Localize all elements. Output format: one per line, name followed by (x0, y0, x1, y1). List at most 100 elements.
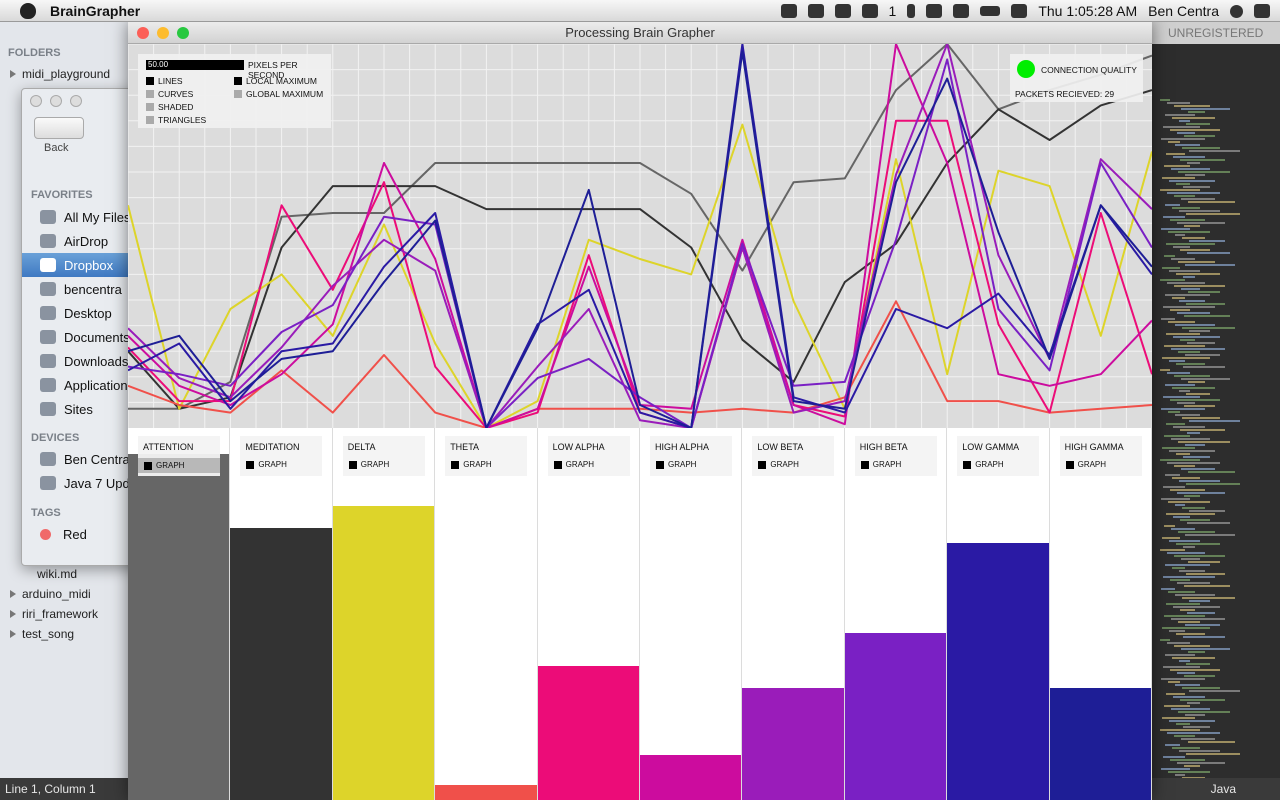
disclosure-triangle-icon[interactable] (10, 70, 16, 78)
band-column-low-beta: LOW BETA GRAPH (742, 428, 845, 800)
checkbox[interactable] (656, 460, 664, 469)
sidebar-item-favorite[interactable]: Documents (22, 325, 140, 349)
checkbox[interactable] (144, 461, 152, 470)
disclosure-triangle-icon[interactable] (10, 590, 16, 598)
checkbox[interactable] (348, 460, 357, 469)
apple-icon[interactable] (20, 2, 36, 19)
level-bar-low-alpha (537, 666, 639, 800)
app-menu-name[interactable]: BrainGrapher (50, 2, 141, 19)
checkbox[interactable] (146, 103, 154, 111)
option-lines[interactable]: LINES (146, 76, 183, 86)
volume-icon[interactable] (926, 4, 943, 18)
pixels-per-second-input[interactable]: 50.00 (146, 60, 244, 70)
checkbox[interactable] (553, 460, 562, 469)
band-name: HIGH BETA (859, 442, 908, 452)
syntax-selector[interactable]: Java (1210, 782, 1236, 796)
close-button[interactable] (137, 27, 149, 39)
tree-item-midi-playground[interactable]: midi_playground (10, 67, 110, 81)
battery-icon[interactable] (980, 6, 1001, 16)
evernote-icon[interactable] (807, 4, 824, 18)
tree-item-arduino-midi[interactable]: arduino_midi (10, 587, 91, 601)
minimap-line (1183, 276, 1195, 278)
zoom-button[interactable] (177, 27, 189, 39)
minimap-line (1175, 684, 1200, 686)
tree-item-test-song[interactable]: test_song (10, 627, 74, 641)
disclosure-triangle-icon[interactable] (10, 610, 16, 618)
minimap-line (1175, 504, 1185, 506)
sidebar-item-favorite[interactable]: Dropbox (22, 253, 140, 277)
code-minimap[interactable] (1152, 44, 1280, 778)
checkbox[interactable] (146, 90, 154, 98)
calendar-icon[interactable] (1011, 4, 1028, 18)
dropbox-icon[interactable] (780, 4, 797, 18)
sidebar-item-favorite[interactable]: Sites (22, 397, 140, 421)
tree-file-wiki[interactable]: wiki.md (37, 567, 78, 581)
option-global-maximum[interactable]: GLOBAL MAXIMUM (234, 89, 323, 99)
checkbox[interactable] (234, 90, 242, 98)
level-bar-delta (332, 506, 435, 800)
minimap-line (1183, 636, 1225, 638)
checkbox[interactable] (758, 460, 767, 469)
headphones-icon[interactable] (834, 4, 851, 18)
sidebar-item-device[interactable]: Java 7 Update (22, 471, 140, 495)
zoom-button[interactable] (70, 95, 82, 107)
graph-toggle-label: GRAPH (156, 461, 185, 470)
sidebar-item-device[interactable]: Ben Centra's MacBook (22, 447, 140, 471)
band-column-delta: DELTA GRAPH (332, 428, 436, 800)
graph-toggle-high-gamma[interactable]: GRAPH (1065, 460, 1106, 469)
graph-toggle-low-alpha[interactable]: GRAPH (553, 460, 594, 469)
checkbox[interactable] (146, 116, 154, 124)
graph-toggle-low-gamma[interactable]: GRAPH (963, 460, 1004, 469)
wifi-icon[interactable] (953, 4, 970, 18)
minimap-line (1166, 423, 1185, 425)
disclosure-triangle-icon[interactable] (10, 630, 16, 638)
graph-toggle-meditation[interactable]: GRAPH (246, 460, 287, 469)
notification-center-icon[interactable] (1254, 4, 1270, 18)
tree-item-riri-framework[interactable]: riri_framework (10, 607, 98, 621)
graph-toggle-low-beta[interactable]: GRAPH (758, 460, 799, 469)
checkbox[interactable] (1065, 460, 1074, 469)
minimap-line (1165, 564, 1210, 566)
option-local-maximum[interactable]: LOCAL MAXIMUM (234, 76, 317, 86)
graph-toggle-delta[interactable]: GRAPH (348, 460, 389, 469)
minimap-line (1166, 153, 1185, 155)
sidebar-item-favorite[interactable]: Desktop (22, 301, 140, 325)
menubar-clock[interactable]: Thu 1:05:28 AM (1038, 3, 1138, 19)
adobe-icon[interactable] (861, 4, 878, 18)
checkbox[interactable] (146, 77, 154, 85)
graph-toggle-high-beta[interactable]: GRAPH (860, 460, 901, 469)
checkbox[interactable] (234, 77, 242, 85)
back-forward-buttons[interactable] (34, 117, 84, 139)
sidebar-item-tag-red[interactable]: Red (22, 522, 140, 546)
window-title: Processing Brain Grapher (565, 25, 715, 40)
sidebar-item-favorite[interactable]: bencentra (22, 277, 140, 301)
graph-toggle-label: GRAPH (975, 460, 1004, 469)
minimap-line (1186, 573, 1225, 575)
graph-toggle-theta[interactable]: GRAPH (451, 460, 492, 469)
checkbox[interactable] (963, 460, 972, 469)
option-shaded[interactable]: SHADED (146, 102, 193, 112)
minimize-button[interactable] (50, 95, 62, 107)
minimap-line (1182, 327, 1235, 329)
spotlight-search-icon[interactable] (1230, 4, 1243, 18)
bluetooth-icon[interactable] (907, 4, 916, 18)
close-button[interactable] (30, 95, 42, 107)
checkbox[interactable] (246, 460, 255, 469)
minimap-line (1161, 408, 1205, 410)
minimap-line (1189, 600, 1210, 602)
graph-toggle-attention[interactable]: GRAPH (138, 458, 220, 473)
checkbox[interactable] (860, 460, 869, 469)
option-triangles[interactable]: TRIANGLES (146, 115, 206, 125)
graph-toggle-high-alpha[interactable]: GRAPH (656, 460, 696, 469)
option-curves[interactable]: CURVES (146, 89, 193, 99)
menubar-user[interactable]: Ben Centra (1148, 3, 1219, 19)
minimize-button[interactable] (157, 27, 169, 39)
sidebar-item-favorite[interactable]: Applications (22, 373, 140, 397)
sidebar-item-favorite[interactable]: Downloads (22, 349, 140, 373)
checkbox[interactable] (451, 460, 460, 469)
sidebar-item-favorite[interactable]: All My Files (22, 205, 140, 229)
sidebar-item-favorite[interactable]: AirDrop (22, 229, 140, 253)
home-icon (40, 282, 56, 296)
minimap-line (1184, 765, 1200, 767)
documents-icon (40, 330, 56, 344)
